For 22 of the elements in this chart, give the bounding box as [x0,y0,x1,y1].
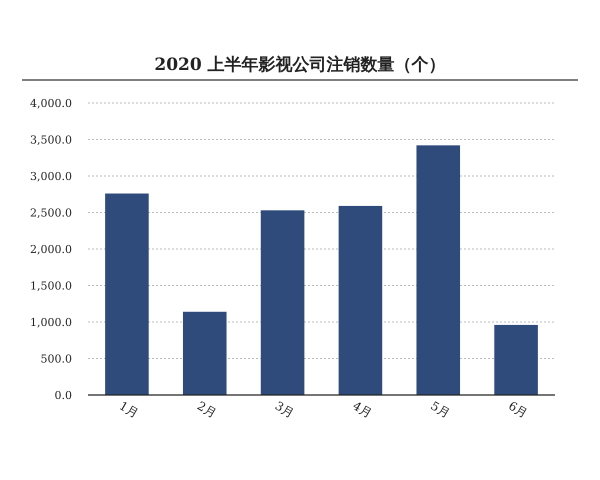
x-tick-label: 5月 [428,398,452,421]
bar [338,206,382,395]
chart-title: 2020 上半年影视公司注销数量（个） [154,55,446,75]
y-tick-label: 2,500.0 [30,206,72,220]
bar [260,210,304,395]
y-tick-label: 3,500.0 [30,133,72,146]
bar [105,194,149,395]
x-tick-label: 1月 [116,398,141,421]
x-tick-label: 3月 [272,398,297,421]
y-tick-label: 1,000.0 [30,316,72,329]
y-tick-label: 2,000.0 [30,242,72,256]
bar [182,312,227,395]
x-tick-label: 2月 [194,398,219,421]
y-tick-label: 0.0 [54,388,72,402]
bar [494,324,538,395]
bar [416,145,460,395]
y-tick-label: 3,000.0 [30,170,72,183]
x-tick-label: 6月 [506,398,530,421]
x-tick-label: 4月 [350,398,374,421]
y-tick-label: 4,000.0 [30,96,72,110]
y-tick-label: 500.0 [40,352,72,366]
y-tick-label: 1,500.0 [30,279,72,292]
